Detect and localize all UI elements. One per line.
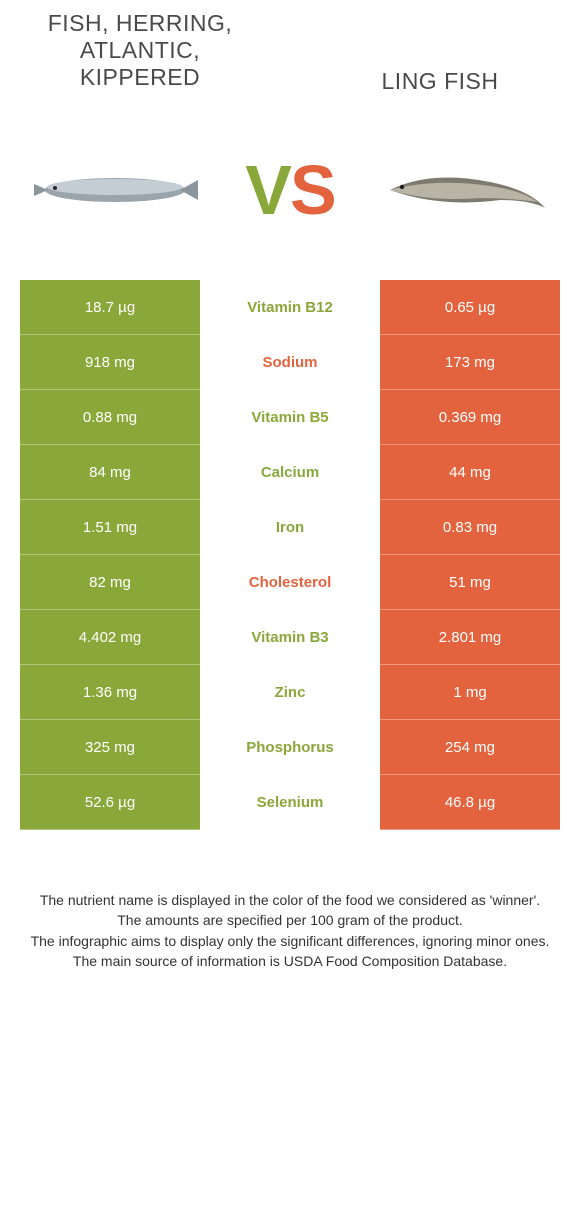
right-value: 0.83 mg — [380, 500, 560, 555]
left-food-title: Fish, herring, Atlantic, kippered — [30, 10, 250, 91]
left-value: 52.6 µg — [20, 775, 200, 830]
right-value: 0.369 mg — [380, 390, 560, 445]
nutrient-name: Selenium — [200, 775, 380, 830]
nutrient-row: 918 mgSodium173 mg — [20, 335, 560, 390]
right-value: 2.801 mg — [380, 610, 560, 665]
right-value: 1 mg — [380, 665, 560, 720]
nutrient-row: 84 mgCalcium44 mg — [20, 445, 560, 500]
nutrient-name: Cholesterol — [200, 555, 380, 610]
image-row: VS — [0, 140, 580, 270]
left-value: 18.7 µg — [20, 280, 200, 335]
nutrient-row: 1.51 mgIron0.83 mg — [20, 500, 560, 555]
nutrient-name: Vitamin B5 — [200, 390, 380, 445]
left-value: 1.51 mg — [20, 500, 200, 555]
infographic-container: Fish, herring, Atlantic, kippered Ling f… — [0, 0, 580, 971]
nutrient-name: Iron — [200, 500, 380, 555]
right-value: 46.8 µg — [380, 775, 560, 830]
footer-line-3: The infographic aims to display only the… — [10, 931, 570, 951]
left-value: 4.402 mg — [20, 610, 200, 665]
nutrient-name: Calcium — [200, 445, 380, 500]
nutrient-name: Sodium — [200, 335, 380, 390]
left-value: 1.36 mg — [20, 665, 200, 720]
nutrient-row: 18.7 µgVitamin B120.65 µg — [20, 280, 560, 335]
nutrient-row: 82 mgCholesterol51 mg — [20, 555, 560, 610]
footer-line-4: The main source of information is USDA F… — [10, 951, 570, 971]
nutrient-name: Zinc — [200, 665, 380, 720]
herring-image — [30, 150, 200, 230]
vs-label: VS — [245, 150, 334, 230]
nutrient-name: Phosphorus — [200, 720, 380, 775]
nutrient-row: 4.402 mgVitamin B32.801 mg — [20, 610, 560, 665]
nutrient-row: 325 mgPhosphorus254 mg — [20, 720, 560, 775]
left-value: 325 mg — [20, 720, 200, 775]
right-value: 0.65 µg — [380, 280, 560, 335]
right-value: 44 mg — [380, 445, 560, 500]
nutrient-table: 18.7 µgVitamin B120.65 µg918 mgSodium173… — [20, 280, 560, 830]
nutrient-name: Vitamin B3 — [200, 610, 380, 665]
footer-notes: The nutrient name is displayed in the co… — [0, 830, 580, 971]
vs-v: V — [245, 150, 290, 230]
vs-s: S — [290, 150, 335, 230]
nutrient-name: Vitamin B12 — [200, 280, 380, 335]
nutrient-row: 0.88 mgVitamin B50.369 mg — [20, 390, 560, 445]
nutrient-row: 1.36 mgZinc1 mg — [20, 665, 560, 720]
right-value: 173 mg — [380, 335, 560, 390]
left-value: 0.88 mg — [20, 390, 200, 445]
right-value: 51 mg — [380, 555, 560, 610]
right-food-title: Ling fish — [330, 10, 550, 95]
ling-image — [380, 150, 550, 230]
right-value: 254 mg — [380, 720, 560, 775]
left-value: 82 mg — [20, 555, 200, 610]
left-value: 918 mg — [20, 335, 200, 390]
nutrient-row: 52.6 µgSelenium46.8 µg — [20, 775, 560, 830]
header: Fish, herring, Atlantic, kippered Ling f… — [0, 10, 580, 140]
left-value: 84 mg — [20, 445, 200, 500]
footer-line-1: The nutrient name is displayed in the co… — [10, 890, 570, 910]
footer-line-2: The amounts are specified per 100 gram o… — [10, 910, 570, 930]
